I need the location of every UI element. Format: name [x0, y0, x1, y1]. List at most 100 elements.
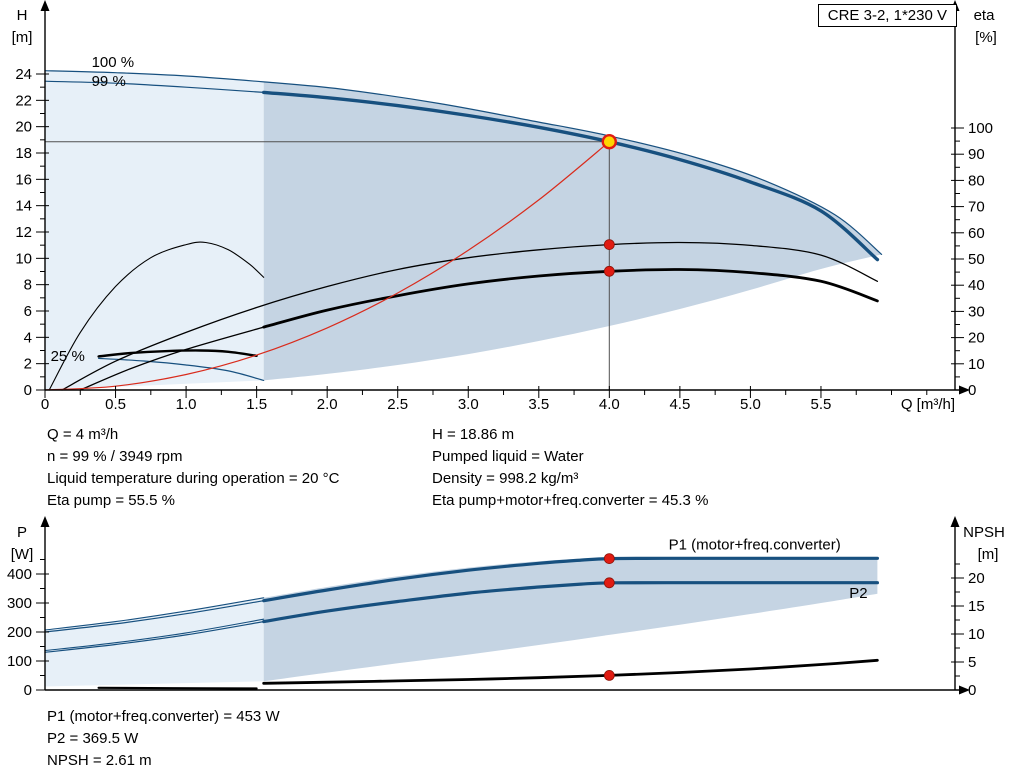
- envelope-main: [263, 81, 882, 381]
- right-tick-label: 30: [968, 303, 985, 320]
- x-tick-label: 0.5: [105, 396, 126, 413]
- right-axis-name: NPSH: [963, 524, 1005, 541]
- left-tick-label: 12: [15, 224, 32, 241]
- npsh-curve: [262, 658, 879, 685]
- left-tick-label: 10: [15, 250, 32, 267]
- p2-curve-100: [44, 618, 265, 652]
- left-axis-name: P: [17, 524, 27, 541]
- detail-line-liquid: Pumped liquid = Water: [432, 448, 584, 465]
- pump-curve-99-thin: [44, 80, 265, 93]
- plot-label: 99 %: [92, 73, 126, 90]
- right-tick-label: 5: [968, 654, 976, 671]
- right-tick-label: 10: [968, 626, 985, 643]
- left-tick-label: 8: [24, 277, 32, 294]
- detail-line-eta-pump: Eta pump = 55.5 %: [47, 492, 175, 509]
- envelope-light: [45, 70, 264, 390]
- power-details: P1 (motor+freq.converter) = 453 W P2 = 3…: [47, 706, 280, 772]
- right-tick-label: 50: [968, 251, 985, 268]
- pump-model-box: CRE 3-2, 1*230 V: [817, 4, 957, 27]
- eta-total-curve-thin: [79, 326, 265, 391]
- p1-curve-thin: [44, 600, 265, 633]
- left-tick-label: 2: [24, 356, 32, 373]
- right-axis-unit: [m]: [978, 546, 999, 563]
- duty-dot: [603, 265, 615, 277]
- duty-details-left: Q = 4 m³/h n = 99 % / 3949 rpm Liquid te…: [47, 424, 339, 512]
- right-tick-label: 20: [968, 570, 985, 587]
- left-tick-label: 100: [7, 653, 32, 670]
- x-axis-arrow: [959, 385, 970, 395]
- power-npsh-chart: 0 100 200 300 400 0 5 10 15 20 P [W] NPSH [m] P1 (moto…: [7, 516, 1005, 699]
- eta-pump-curve: [61, 241, 879, 391]
- p2-curve-thin: [44, 621, 265, 653]
- left-axis-arrow: [40, 516, 50, 527]
- right-tick-label: 80: [968, 172, 985, 189]
- x-axis-label: Q [m³/h]: [901, 396, 955, 413]
- x-tick-label: 2.0: [317, 396, 338, 413]
- x-tick-label: 0: [41, 396, 49, 413]
- power-envelope-light: [45, 597, 264, 687]
- left-axis-arrow: [40, 0, 50, 11]
- right-tick-label: 0: [968, 382, 976, 399]
- detail-line-p2: P2 = 369.5 W: [47, 730, 139, 747]
- detail-line-eta-total: Eta pump+motor+freq.converter = 45.3 %: [432, 492, 709, 509]
- duty-point-marker[interactable]: [601, 133, 617, 150]
- right-tick-label: 60: [968, 225, 985, 242]
- right-tick-label: 20: [968, 330, 985, 347]
- eta-pump-curve-25: [48, 241, 265, 391]
- detail-line-flow: Q = 4 m³/h: [47, 426, 119, 443]
- left-tick-label: 20: [15, 119, 32, 136]
- plot-label: 25 %: [51, 348, 85, 365]
- left-tick-label: 200: [7, 624, 32, 641]
- left-axis-unit: [m]: [12, 29, 33, 46]
- p1-curve: [262, 556, 879, 603]
- x-tick-label: 2.5: [387, 396, 408, 413]
- detail-line-temperature: Liquid temperature during operation = 20…: [47, 470, 340, 487]
- pump-curve-25: [98, 357, 265, 381]
- right-axis-unit: [%]: [975, 29, 997, 46]
- x-tick-label: 1.5: [246, 396, 267, 413]
- left-tick-label: 0: [24, 682, 32, 699]
- pump-curve-100: [44, 70, 883, 255]
- left-tick-label: 400: [7, 566, 32, 583]
- p2-curve: [262, 581, 879, 624]
- x-tick-label: 4.5: [669, 396, 690, 413]
- duty-dot: [603, 577, 615, 589]
- x-tick-label: 3.5: [528, 396, 549, 413]
- x-tick-label: 3.0: [458, 396, 479, 413]
- left-tick-label: 4: [24, 329, 32, 346]
- power-envelope-main: [263, 557, 878, 682]
- left-tick-label: 6: [24, 303, 32, 320]
- detail-line-speed: n = 99 % / 3949 rpm: [47, 448, 183, 465]
- left-tick-label: 16: [15, 171, 32, 188]
- x-tick-label: 5.5: [811, 396, 832, 413]
- left-tick-label: 22: [15, 92, 32, 109]
- left-tick-label: 24: [15, 66, 32, 83]
- x-axis-arrow: [959, 685, 970, 695]
- affinity-curve: [44, 141, 610, 391]
- detail-line-p1: P1 (motor+freq.converter) = 453 W: [47, 708, 280, 725]
- duty-dot: [603, 553, 615, 564]
- detail-line-density: Density = 998.2 kg/m³: [432, 470, 579, 487]
- left-tick-label: 0: [24, 382, 32, 399]
- duty-crosshair: [45, 141, 610, 390]
- x-tick-label: 5.0: [740, 396, 761, 413]
- plot-label: P2: [849, 585, 867, 602]
- left-axis-name: H: [17, 7, 28, 24]
- right-tick-label: 90: [968, 146, 985, 163]
- right-axis-name: eta: [974, 7, 996, 24]
- right-tick-label: 70: [968, 199, 985, 216]
- x-tick-label: 1.0: [176, 396, 197, 413]
- eta-total-curve: [262, 268, 879, 329]
- right-tick-label: 100: [968, 120, 993, 137]
- x-tick-label: 4.0: [599, 396, 620, 413]
- detail-line-head: H = 18.86 m: [432, 426, 515, 443]
- left-tick-label: 18: [15, 145, 32, 162]
- p1-curve-100: [44, 597, 265, 631]
- right-tick-label: 15: [968, 598, 985, 615]
- detail-line-npsh: NPSH = 2.61 m: [47, 752, 152, 769]
- left-tick-label: 300: [7, 595, 32, 612]
- head-efficiency-chart: 0 0.5 1.0 1.5 2.0 2.5 3.0 3.5 4.0 4.5 5.0 5.5024681…: [12, 0, 997, 413]
- right-tick-label: 40: [968, 277, 985, 294]
- right-tick-label: 0: [968, 682, 976, 699]
